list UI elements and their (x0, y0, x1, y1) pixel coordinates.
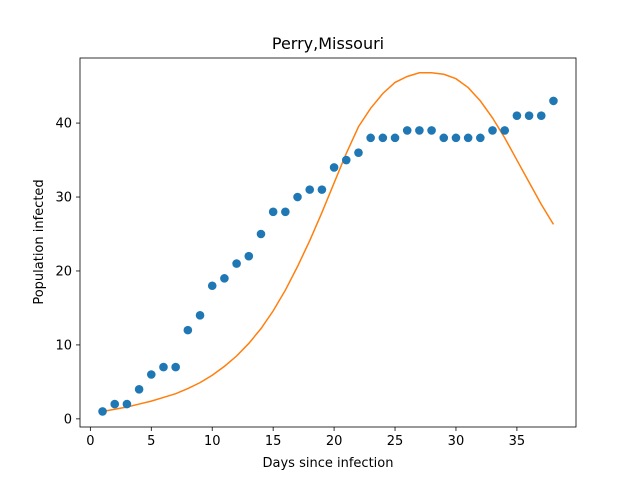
fitted-curve-line (102, 72, 555, 413)
data-point (549, 96, 558, 106)
x-tick-label: 30 (448, 434, 465, 449)
plot-frame (79, 57, 577, 428)
data-point (122, 399, 132, 409)
x-tick-label: 0 (86, 434, 94, 449)
x-tick-label: 15 (265, 434, 282, 449)
data-point (146, 370, 156, 379)
y-tick-label: 20 (55, 264, 72, 279)
data-point (293, 192, 302, 202)
x-tick-label: 35 (509, 434, 526, 449)
x-axis-label: Days since infection (263, 456, 394, 471)
axes: 0 5 10 15 20 25 30 35 0 10 20 30 40 (55, 57, 577, 449)
data-point (329, 163, 339, 172)
data-point (183, 325, 193, 335)
data-point (439, 133, 449, 143)
data-point (451, 133, 461, 143)
data-point (268, 207, 278, 217)
data-point (512, 111, 522, 120)
y-tick-label: 30 (55, 191, 72, 206)
x-tick-label: 25 (387, 434, 404, 449)
data-point (402, 126, 412, 135)
data-point (524, 111, 534, 120)
data-point (110, 399, 120, 409)
data-point (476, 133, 485, 143)
data-point (232, 259, 241, 268)
data-point (536, 111, 546, 120)
data-point (305, 185, 315, 194)
data-point (134, 384, 144, 394)
data-point (366, 133, 375, 143)
data-point (354, 148, 363, 157)
data-point (317, 185, 327, 194)
data-point (171, 362, 180, 372)
data-point (281, 207, 290, 217)
data-point (427, 126, 436, 135)
data-point (463, 133, 473, 143)
data-point (488, 126, 497, 135)
y-tick-label: 10 (55, 338, 72, 353)
data-point (341, 155, 351, 165)
data-point (195, 311, 205, 320)
data-point (220, 274, 229, 283)
y-tick-label: 0 (64, 412, 72, 427)
x-tick-label: 10 (204, 434, 221, 449)
plot-area (98, 72, 558, 416)
data-point (378, 133, 388, 143)
x-tick-label: 5 (147, 434, 155, 449)
chart-title: Perry,Missouri (272, 34, 384, 53)
data-point (415, 126, 424, 135)
data-point (98, 407, 107, 416)
data-point (207, 281, 217, 291)
y-tick-label: 40 (55, 117, 72, 132)
y-axis-label: Population infected (32, 179, 47, 304)
data-point (244, 251, 254, 261)
data-point (500, 126, 510, 135)
x-tick-label: 20 (326, 434, 343, 449)
data-point (159, 362, 168, 372)
data-point (256, 229, 266, 239)
data-point (390, 133, 400, 143)
